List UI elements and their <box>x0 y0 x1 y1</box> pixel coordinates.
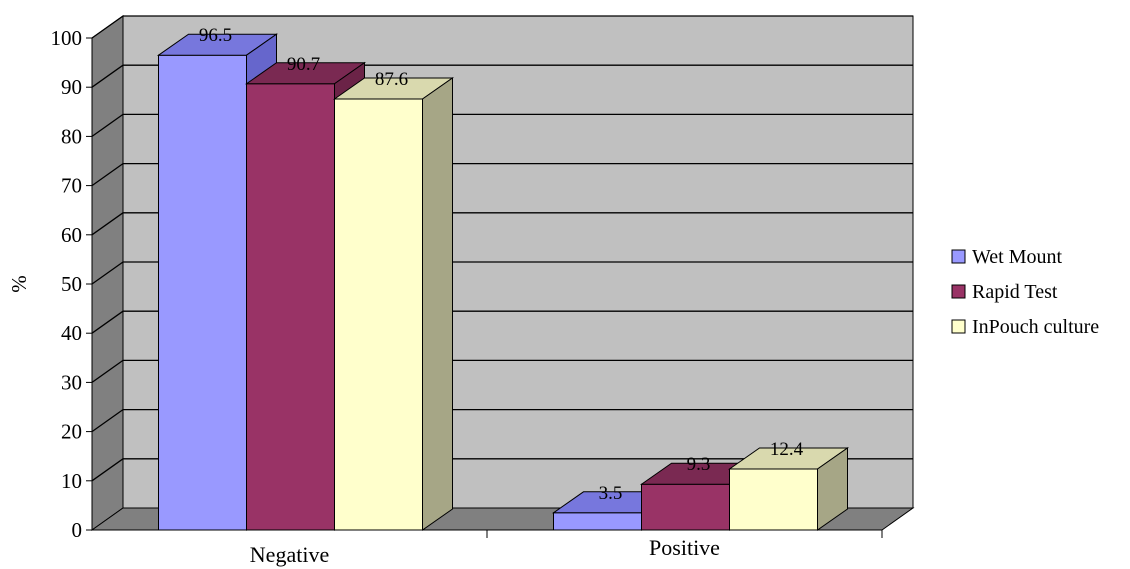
y-tick-label: 70 <box>61 174 82 198</box>
y-tick-label: 60 <box>61 223 82 247</box>
legend-swatch <box>951 249 966 264</box>
gridline <box>91 261 913 285</box>
gridline <box>91 359 913 383</box>
y-tick-label: 30 <box>61 370 82 394</box>
bar-front <box>729 468 818 531</box>
legend-swatch <box>951 319 966 334</box>
x-category-label: Positive <box>649 535 720 560</box>
legend-label: Rapid Test <box>972 281 1058 303</box>
data-label: 87.6 <box>375 69 408 90</box>
x-category-label: Negative <box>250 542 329 567</box>
bar-front <box>641 483 730 531</box>
data-label: 12.4 <box>770 439 804 460</box>
bar-inpouch-culture-negative <box>332 77 455 531</box>
gridline <box>91 113 913 137</box>
bar-front <box>246 83 335 531</box>
y-tick-label: 20 <box>61 420 82 444</box>
data-label: 9.3 <box>687 454 711 475</box>
data-label: 90.7 <box>287 54 320 75</box>
gridline <box>91 162 913 187</box>
bar-side <box>422 77 453 531</box>
gridline <box>91 408 913 433</box>
gridline <box>91 64 913 88</box>
y-tick-label: 0 <box>72 518 83 542</box>
y-tick-label: 10 <box>61 469 82 493</box>
data-label: 3.5 <box>599 483 623 504</box>
gridline <box>91 458 913 482</box>
legend-label: Wet Mount <box>972 246 1062 268</box>
bar-front <box>553 512 642 531</box>
y-tick-label: 50 <box>61 272 82 296</box>
bar-front <box>158 54 247 531</box>
gridline <box>91 310 913 334</box>
y-tick-label: 40 <box>61 321 82 345</box>
legend-swatch <box>951 284 966 299</box>
gridline <box>91 212 913 236</box>
bar-inpouch-culture-positive <box>727 447 850 531</box>
bar-front <box>334 98 423 531</box>
legend-label: InPouch culture <box>972 316 1099 338</box>
gridline <box>91 15 913 39</box>
y-tick-label: 80 <box>61 124 82 148</box>
y-tick-label: 100 <box>51 26 83 50</box>
y-tick-label: 90 <box>61 75 82 99</box>
bar-side <box>817 447 848 531</box>
y-axis-label: % <box>7 275 31 293</box>
data-label: 96.5 <box>199 25 232 46</box>
